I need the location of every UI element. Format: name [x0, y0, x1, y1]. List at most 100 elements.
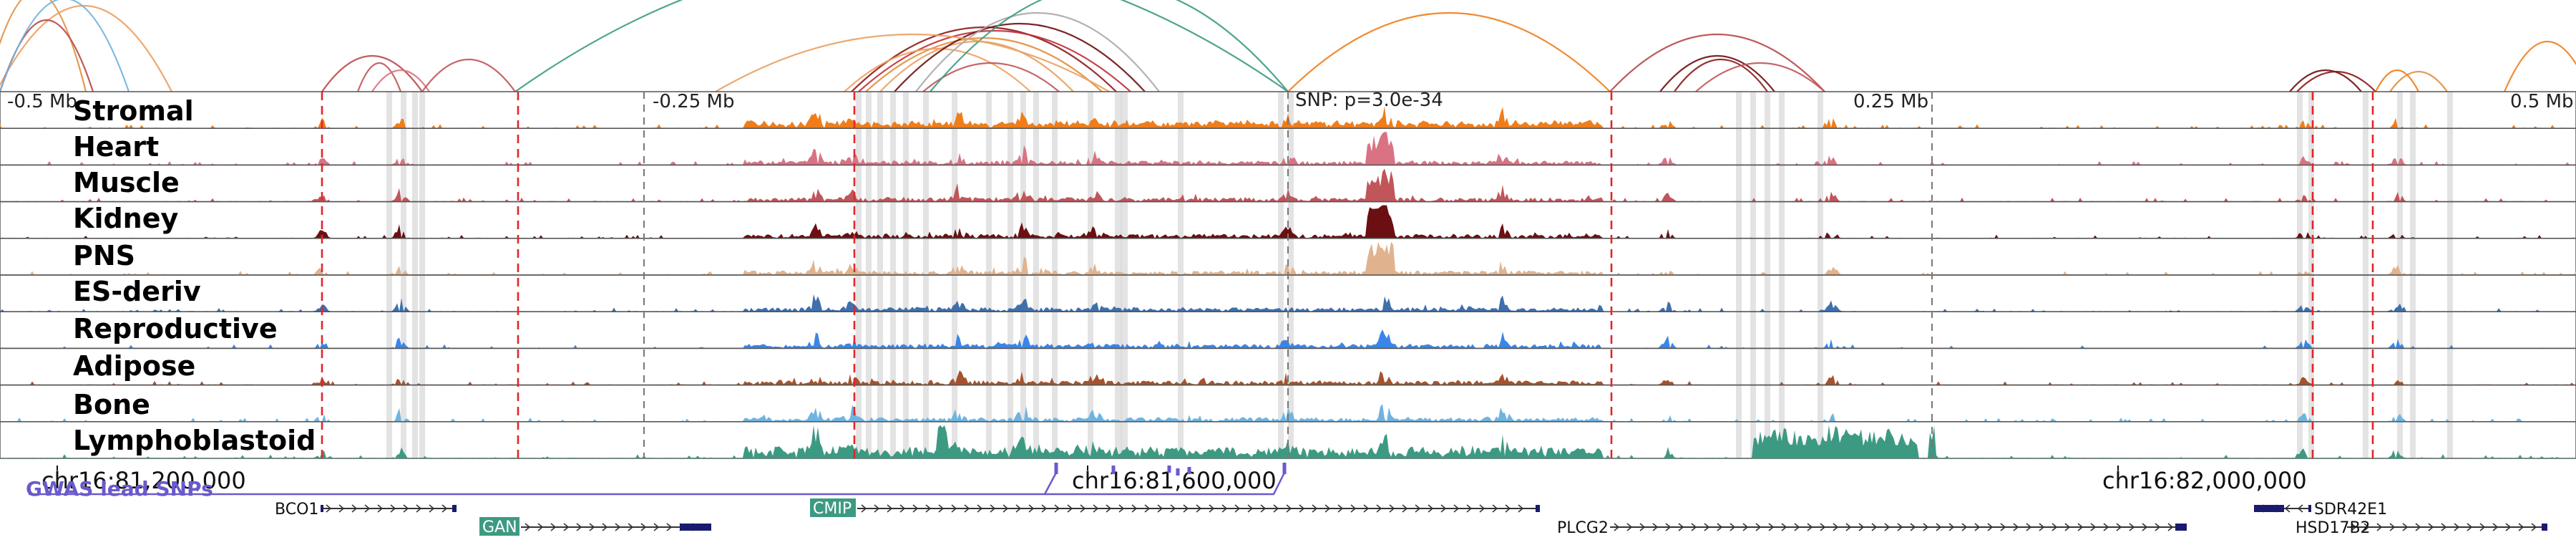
- interaction-arc: [2375, 69, 2419, 92]
- strand-arrow: [326, 504, 332, 513]
- strand-arrow: [403, 504, 409, 513]
- interaction-arc: [0, 5, 172, 92]
- gwas-label: GWAS lead SNPs: [26, 477, 213, 501]
- gene-label-gan: GAN: [482, 519, 517, 536]
- strand-arrow: [2428, 523, 2434, 531]
- strand-arrow: [2415, 523, 2421, 531]
- strand-arrow: [1312, 504, 1318, 513]
- strand-arrow: [1209, 504, 1215, 513]
- track-label-pns: PNS: [73, 240, 135, 271]
- strand-arrow: [1196, 504, 1202, 513]
- strand-arrow: [537, 523, 544, 531]
- track-label-adipose: Adipose: [73, 350, 195, 382]
- strand-arrow: [938, 504, 945, 513]
- strand-arrow: [1691, 523, 1697, 531]
- strand-arrow: [1910, 523, 1916, 531]
- interaction-arc: [0, 0, 87, 92]
- gwas-lead-snps: [29, 463, 1287, 496]
- strand-arrow: [1639, 523, 1646, 531]
- exon: [680, 524, 711, 531]
- strand-arrow: [1453, 504, 1460, 513]
- strand-arrow: [1080, 504, 1086, 513]
- axis-label-mid-left: -0.25 Mb: [653, 91, 734, 112]
- interaction-arc: [1659, 55, 1775, 92]
- strand-arrow: [2077, 523, 2084, 531]
- strand-arrow: [1415, 504, 1421, 513]
- strand-arrow: [2103, 523, 2109, 531]
- track-label-stromal: Stromal: [73, 95, 194, 127]
- track-label-heart: Heart: [73, 131, 159, 163]
- strand-arrow: [1350, 504, 1357, 513]
- gene-label-sdr42e1: SDR42E1: [2314, 501, 2387, 519]
- axis-label-left: -0.5 Mb: [7, 91, 77, 112]
- strand-arrow: [1729, 523, 1736, 531]
- strand-arrow: [2284, 504, 2290, 513]
- interaction-arc: [930, 0, 1289, 92]
- strand-arrow: [1974, 523, 1981, 531]
- exon: [321, 505, 323, 512]
- strand-arrow: [1742, 523, 1749, 531]
- strand-arrow: [628, 523, 634, 531]
- strand-arrow: [1665, 523, 1672, 531]
- strand-arrow: [615, 523, 621, 531]
- strand-arrow: [1704, 523, 1710, 531]
- gene-label-bco1: BCO1: [275, 501, 318, 519]
- strand-arrow: [1466, 504, 1473, 513]
- strand-arrow: [2297, 504, 2303, 513]
- strand-arrow: [1118, 504, 1125, 513]
- track-label-bone: Bone: [73, 389, 150, 420]
- strand-arrow: [1028, 504, 1035, 513]
- interaction-arc: [894, 22, 1146, 92]
- exon: [2308, 505, 2311, 512]
- track-label-kidney: Kidney: [73, 203, 178, 234]
- strand-arrow: [1015, 504, 1022, 513]
- strand-arrow: [2142, 523, 2148, 531]
- strand-arrow: [364, 504, 371, 513]
- exon: [2542, 524, 2547, 531]
- coord-label-3: chr16:82,000,000: [2102, 467, 2307, 494]
- track-label-reproductive: Reproductive: [73, 313, 278, 344]
- strand-arrow: [1299, 504, 1305, 513]
- strand-arrow: [1858, 523, 1865, 531]
- strand-arrow: [1884, 523, 1890, 531]
- strand-arrow: [2505, 523, 2512, 531]
- strand-arrow: [2454, 523, 2460, 531]
- signal-reproductive: [0, 329, 2576, 349]
- interaction-arc: [858, 29, 1131, 92]
- interaction-arc: [2289, 69, 2362, 92]
- strand-arrow: [1987, 523, 1994, 531]
- strand-arrow: [2351, 523, 2357, 531]
- interaction-arc: [1287, 11, 1611, 92]
- strand-arrow: [2492, 523, 2499, 531]
- strand-arrow: [1871, 523, 1878, 531]
- gwas-line: [1045, 472, 1286, 496]
- exon: [452, 505, 457, 512]
- strand-arrow: [2376, 523, 2383, 531]
- strand-arrow: [1833, 523, 1839, 531]
- strand-arrow: [666, 523, 673, 531]
- strand-arrow: [2402, 523, 2409, 531]
- signal-es-deriv: [0, 294, 2576, 312]
- strand-arrow: [1794, 523, 1800, 531]
- strand-arrow: [1961, 523, 1968, 531]
- strand-arrow: [1781, 523, 1787, 531]
- strand-arrow: [951, 504, 957, 513]
- track-label-lymphoblastoid: Lymphoblastoid: [73, 425, 316, 456]
- signal-bone: [0, 404, 2576, 422]
- track-label-es-deriv: ES-deriv: [73, 276, 201, 307]
- interaction-arc: [2389, 71, 2448, 92]
- interaction-arc: [356, 62, 402, 92]
- strand-arrow: [1247, 504, 1254, 513]
- strand-arrow: [1221, 504, 1228, 513]
- track-label-muscle: Muscle: [73, 167, 180, 198]
- strand-arrow: [1273, 504, 1279, 513]
- strand-arrow: [2389, 523, 2396, 531]
- strand-arrow: [2363, 523, 2370, 531]
- strand-arrow: [2129, 523, 2135, 531]
- gene-annotations: [321, 504, 2547, 531]
- strand-arrow: [338, 504, 345, 513]
- axis-label-snp: SNP: p=3.0e-34: [1295, 90, 1443, 111]
- strand-arrow: [861, 504, 867, 513]
- interaction-arc: [1674, 58, 1768, 92]
